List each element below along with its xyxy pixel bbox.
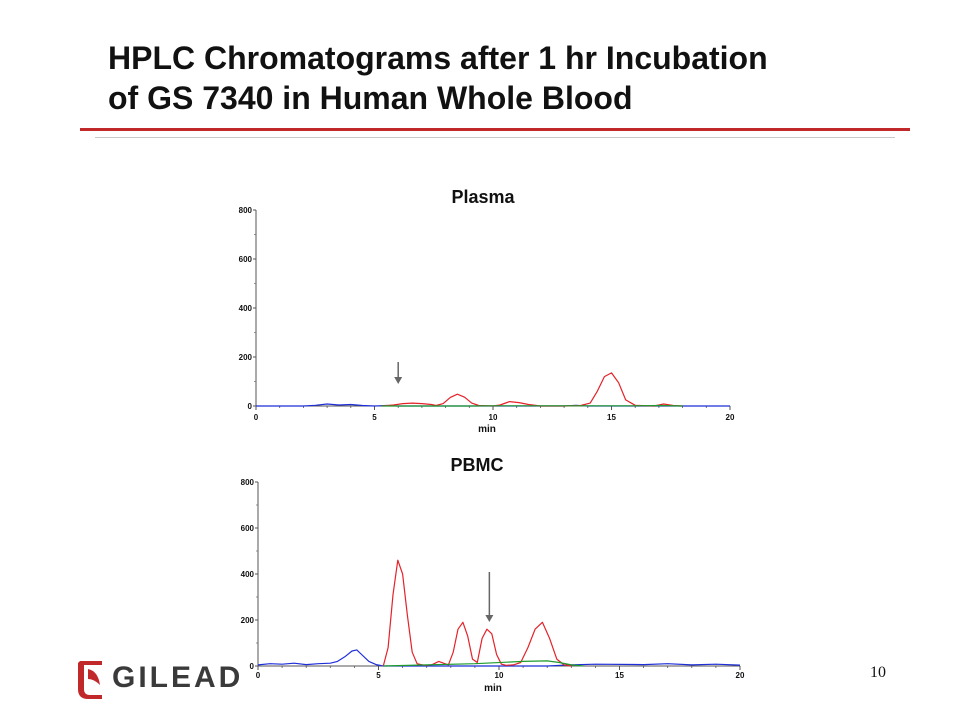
y-tick-label: 200 (239, 353, 253, 362)
y-tick-label: 400 (239, 304, 253, 313)
title-divider-grey (95, 137, 895, 138)
series-line-green (383, 660, 584, 667)
x-tick-label: 5 (376, 671, 381, 680)
x-tick-label: 15 (615, 671, 624, 680)
series-line-red (381, 372, 683, 407)
gilead-logo-text: GILEAD (112, 661, 244, 694)
y-tick-label: 800 (241, 478, 255, 487)
chart-pbmc: 0 200 400 600 800 0 5 10 15 20 min (241, 478, 745, 694)
slide-title-line-2: of GS 7340 in Human Whole Blood (108, 80, 633, 116)
x-axis-label: min (478, 424, 496, 435)
y-tick-label: 400 (241, 570, 255, 579)
gilead-logo: GILEAD (72, 655, 240, 701)
series-line-red (382, 559, 572, 667)
slide-title: HPLC Chromatograms after 1 hr Incubation… (108, 38, 908, 118)
y-tick-label: 0 (248, 402, 253, 411)
x-tick-label: 10 (489, 413, 498, 422)
y-tick-label: 600 (239, 255, 253, 264)
chart-title-pbmc: PBMC (450, 455, 504, 475)
x-tick-label: 5 (372, 413, 377, 422)
series-line-green (381, 404, 683, 407)
x-axis-label: min (484, 683, 502, 694)
x-tick-label: 20 (726, 413, 735, 422)
y-tick-label: 800 (239, 206, 253, 215)
x-tick-label: 15 (607, 413, 616, 422)
slide-title-line-1: HPLC Chromatograms after 1 hr Incubation (108, 40, 768, 76)
x-tick-label: 0 (256, 671, 261, 680)
x-tick-label: 20 (736, 671, 745, 680)
x-tick-label: 0 (254, 413, 259, 422)
gilead-logo-icon (78, 661, 102, 699)
title-divider-red (80, 128, 910, 131)
page-number: 10 (870, 664, 886, 681)
annotation-arrow-head (485, 615, 494, 622)
x-tick-label: 10 (495, 671, 504, 680)
chart-title-plasma: Plasma (451, 187, 515, 207)
y-tick-label: 200 (241, 616, 255, 625)
y-tick-label: 600 (241, 524, 255, 533)
chart-plasma: 0 200 400 600 800 0 5 10 15 20 min (239, 206, 735, 435)
annotation-arrow-head (394, 377, 403, 384)
y-tick-label: 0 (250, 662, 255, 671)
series-line-blue (257, 649, 741, 667)
